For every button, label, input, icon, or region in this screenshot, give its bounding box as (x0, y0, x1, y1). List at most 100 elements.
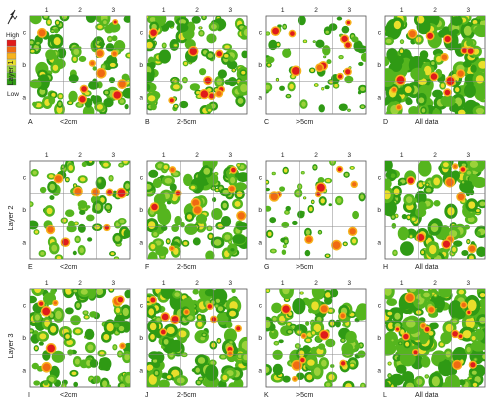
density-hotspot (316, 64, 323, 71)
density-blob (190, 185, 196, 190)
density-blob (224, 54, 229, 58)
column-label: 3 (229, 152, 233, 159)
density-blob (385, 342, 397, 356)
density-hotspot (460, 167, 466, 172)
density-blob (318, 104, 325, 113)
density-blob (217, 223, 224, 228)
density-hotspot (332, 241, 341, 249)
density-hotspot (469, 245, 476, 252)
density-blob (440, 95, 456, 107)
size-class-label: 2-5cm (177, 119, 197, 126)
column-label: 1 (400, 152, 404, 159)
density-blob (164, 177, 172, 184)
density-blob (345, 330, 357, 344)
density-blob (156, 317, 161, 322)
density-blob (472, 382, 478, 387)
density-blob (149, 322, 157, 331)
density-blob (165, 20, 175, 28)
legend-swatch (6, 46, 17, 53)
density-blob (272, 317, 277, 321)
density-blob (432, 108, 441, 114)
density-blob (34, 289, 42, 293)
density-blob (105, 204, 111, 210)
density-blob (32, 101, 37, 107)
density-blob (225, 321, 233, 329)
density-blob (387, 322, 394, 330)
density-blob (279, 186, 286, 192)
density-blob (283, 25, 286, 29)
row-label: b (258, 62, 262, 69)
density-panel: 1 2 3 c b a A <2cm (22, 7, 131, 126)
density-blob (125, 375, 130, 384)
density-blob (103, 162, 109, 167)
density-blob (271, 302, 282, 314)
row-label: a (139, 240, 143, 247)
column-label: 3 (112, 7, 116, 14)
density-blob (39, 186, 47, 194)
density-blob (350, 363, 355, 367)
density-blob (471, 335, 476, 341)
density-blob (68, 101, 72, 105)
density-hotspot (458, 334, 463, 339)
density-blob (154, 371, 159, 376)
density-blob (224, 234, 231, 240)
density-blob (85, 214, 95, 222)
density-blob (106, 384, 112, 387)
density-hotspot (272, 27, 279, 35)
density-blob (148, 169, 159, 178)
column-label: 3 (348, 152, 352, 159)
density-blob (241, 70, 246, 75)
column-label: 1 (281, 280, 285, 287)
density-hotspot (113, 91, 121, 99)
density-blob (285, 210, 289, 214)
density-blob (229, 341, 233, 344)
density-blob (428, 330, 434, 336)
row-label: b (22, 62, 26, 69)
density-blob (30, 40, 34, 45)
density-blob (215, 188, 219, 192)
density-blob (53, 37, 61, 46)
density-hotspot (160, 329, 166, 335)
density-hotspot (79, 96, 86, 103)
density-blob (297, 16, 306, 26)
density-panel: 1 2 3 c b a L All data (377, 280, 486, 399)
density-blob (336, 197, 342, 204)
density-blob (30, 49, 35, 53)
column-label: 1 (45, 152, 49, 159)
column-label: 1 (162, 7, 166, 14)
density-blob (166, 375, 172, 379)
density-blob (308, 206, 313, 212)
density-blob (228, 240, 232, 244)
density-hotspot (90, 61, 95, 66)
density-blob (52, 64, 59, 71)
density-hotspot (428, 307, 434, 313)
density-blob (461, 181, 465, 184)
density-hotspot (340, 313, 345, 318)
density-blob (147, 41, 153, 49)
density-blob (157, 207, 172, 226)
density-blob (92, 66, 97, 71)
density-blob (292, 220, 298, 226)
density-blob (87, 237, 93, 242)
density-hotspot (403, 333, 409, 340)
density-blob (393, 20, 402, 30)
density-blob (232, 234, 246, 245)
legend-swatch (6, 78, 17, 86)
density-blob (471, 176, 485, 189)
density-blob (282, 289, 290, 295)
density-blob (313, 40, 316, 43)
density-blob (415, 36, 422, 43)
density-blob (150, 103, 157, 111)
density-blob (222, 189, 229, 195)
column-label: 2 (195, 280, 199, 287)
density-blob (469, 255, 474, 259)
density-blob (467, 240, 470, 243)
row-label: c (23, 29, 27, 36)
density-blob (324, 85, 330, 90)
density-hotspot (270, 192, 278, 201)
density-blob (62, 218, 67, 223)
density-blob (296, 372, 305, 381)
density-blob (267, 63, 271, 67)
density-hotspot (169, 98, 174, 103)
